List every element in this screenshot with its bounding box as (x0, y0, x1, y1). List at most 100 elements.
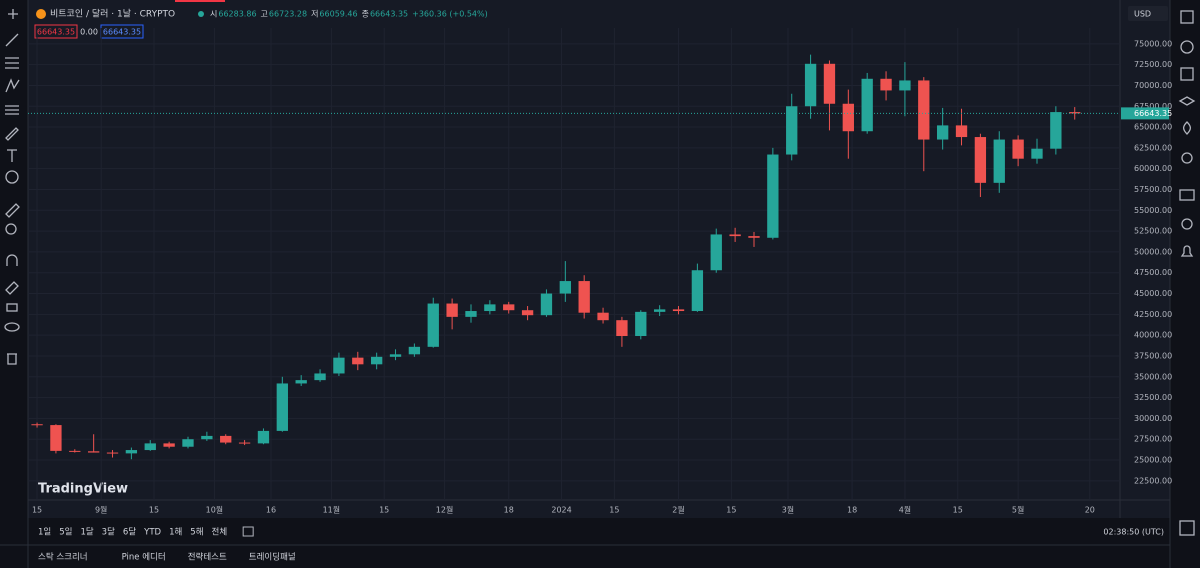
crosshair-icon[interactable] (8, 9, 18, 19)
candle-body (559, 281, 571, 294)
last-price-box (1121, 107, 1169, 120)
timeframe-button[interactable]: 전체 (212, 527, 228, 538)
emoji-icon[interactable] (5, 170, 19, 184)
y-tick-label: 50000.00 (1134, 247, 1172, 256)
pattern-icon[interactable] (5, 78, 20, 93)
currency-selector[interactable] (1128, 6, 1168, 21)
timeframe-button[interactable]: YTD (143, 528, 161, 538)
ohlc-value: 66283.86 (218, 10, 256, 19)
change: +360.36 (+0.54%) (412, 10, 488, 19)
candle-body (936, 125, 949, 140)
x-tick-label: 15 (953, 506, 963, 515)
timeframe-button[interactable]: 5일 (59, 528, 72, 538)
clock: 02:38:50 (UTC) (1103, 528, 1164, 537)
ohlc-value: 66643.35 (370, 10, 408, 19)
candle-body (87, 451, 100, 453)
candle-body (125, 450, 138, 454)
timeframe-button[interactable]: 5해 (190, 528, 203, 538)
y-tick-label: 30000.00 (1134, 414, 1172, 423)
x-tick-label: 15 (609, 506, 619, 515)
brush-icon[interactable] (5, 127, 19, 141)
candle-body (672, 309, 685, 312)
right-toolbar[interactable] (1178, 10, 1196, 536)
candle-body (597, 312, 609, 321)
left-toolbar[interactable] (4, 9, 20, 365)
symbol: 비트코인 / 달러 · 1날 · CRYPTO (50, 8, 175, 20)
stream-icon[interactable] (1181, 218, 1193, 230)
candle-body (201, 435, 213, 440)
watermark: TradingView (38, 482, 128, 497)
idea-icon[interactable] (1181, 152, 1193, 164)
candle-body (748, 236, 760, 238)
timeframe-button[interactable]: 1해 (169, 528, 182, 538)
y-tick-label: 22500.00 (1134, 476, 1172, 485)
candle-body (370, 356, 383, 365)
channel-icon[interactable] (5, 57, 19, 69)
help-icon[interactable] (1179, 520, 1195, 536)
layers-icon[interactable] (1178, 96, 1196, 106)
timeframe-button[interactable]: 1달 (80, 527, 93, 538)
line-icon[interactable] (5, 33, 19, 47)
y-tick-label: 37500.00 (1134, 351, 1172, 360)
eye-icon[interactable] (4, 322, 20, 332)
candle-body (69, 450, 81, 452)
magnet-icon[interactable] (6, 254, 18, 266)
candle-body (1012, 139, 1024, 159)
alert-clock-icon[interactable] (1180, 40, 1194, 54)
candle-body (842, 103, 854, 132)
calendar-icon[interactable] (1180, 67, 1194, 81)
ruler-icon[interactable] (5, 203, 20, 218)
zoom-icon[interactable] (5, 223, 17, 235)
timeframe-button[interactable]: 3달 (102, 527, 115, 538)
timeframes[interactable]: 1일 5일 1달 3달 6달 YTD 1해 5해 전체 (38, 526, 254, 538)
y-tick-label: 27500.00 (1134, 435, 1172, 444)
date-range-icon[interactable] (242, 526, 254, 537)
lock-draw-icon[interactable] (5, 281, 19, 295)
x-tick-label: 15 (32, 506, 42, 515)
trash-icon[interactable] (7, 353, 17, 365)
tab[interactable]: Pine 에디터 (122, 553, 166, 563)
candle-body (163, 443, 175, 447)
candle-body (974, 137, 987, 183)
tab[interactable]: 트레이딩패널 (249, 552, 296, 563)
candle-body (1031, 148, 1043, 159)
candle-body (314, 373, 326, 381)
x-tick-label: 18 (847, 506, 857, 515)
ohlc-readout: 시 66283.86 고 66723.28 저 66059.46 종 66643.35 +360… (210, 10, 488, 19)
candle-body (635, 311, 647, 337)
active-indicator (175, 0, 225, 2)
candle-body (465, 311, 477, 317)
tab[interactable]: 전략테스트 (188, 552, 227, 563)
buy-badge: 66643.35 (103, 28, 141, 37)
candle-body (861, 78, 873, 132)
chat-icon[interactable] (1179, 189, 1195, 201)
fib-icon[interactable] (5, 105, 19, 115)
x-tick-label: 11월 (323, 505, 341, 515)
y-tick-label: 62500.00 (1134, 143, 1172, 152)
y-tick-label: 32500.00 (1134, 393, 1172, 402)
candle-body (955, 125, 968, 138)
timeframe-button[interactable]: 1일 (38, 528, 51, 538)
hotlist-icon[interactable] (1182, 121, 1192, 135)
chart-pane (28, 0, 1170, 518)
candle-body (503, 304, 515, 311)
candle-body (767, 154, 779, 238)
bottom-tabs[interactable]: 스탁 스크리너 Pine 에디터 전략테스트 트레이딩패널 (38, 552, 296, 563)
timeframe-button[interactable]: 6달 (123, 527, 136, 538)
candle-body (653, 309, 666, 312)
text-icon[interactable] (7, 149, 17, 162)
y-tick-label: 60000.00 (1134, 164, 1172, 173)
tab[interactable]: 스탁 스크리너 (38, 552, 88, 563)
y-tick-label: 75000.00 (1134, 39, 1172, 48)
watchlist-icon[interactable] (1180, 10, 1194, 24)
lock-icon[interactable] (6, 303, 18, 312)
y-tick-label: 72500.00 (1134, 60, 1172, 69)
y-tick-label: 42500.00 (1134, 310, 1172, 319)
candle-body (918, 80, 930, 140)
candle-body (786, 106, 798, 155)
x-tick-label: 2월 (672, 505, 684, 515)
candle-body (729, 234, 741, 237)
candle-body (1050, 112, 1062, 149)
bell-icon[interactable] (1180, 245, 1194, 257)
currency[interactable]: USD (1134, 10, 1151, 19)
